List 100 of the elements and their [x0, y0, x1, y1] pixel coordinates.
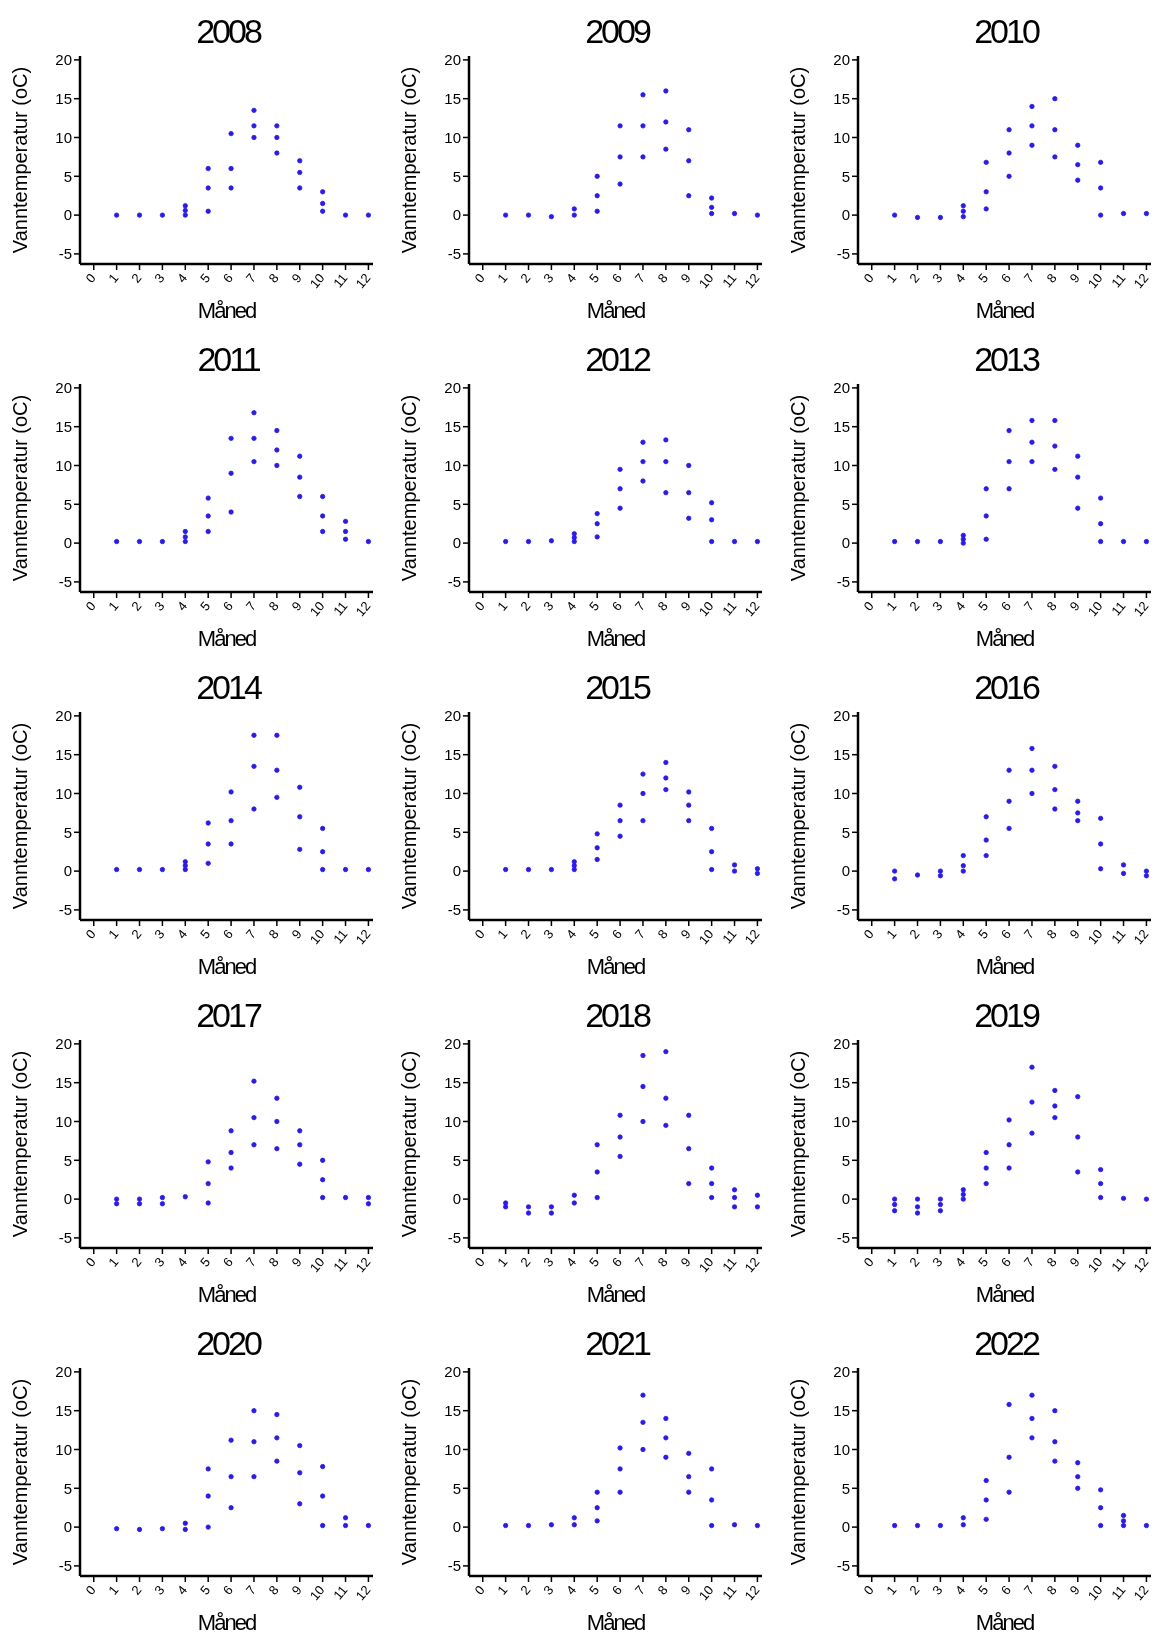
x-tick-label: 5	[585, 270, 603, 286]
x-tick-label: 2	[517, 926, 534, 942]
x-tick-label: 5	[196, 270, 214, 286]
y-tick-label: -5	[58, 1557, 72, 1575]
x-tick-label: 6	[997, 1254, 1015, 1270]
y-tick-label: 15	[444, 746, 461, 764]
x-axis-title: Måned	[197, 1282, 256, 1307]
x-tick-label: 4	[952, 598, 969, 614]
x-tick-label: 7	[242, 598, 259, 614]
x-axis-title: Måned	[197, 298, 256, 323]
x-tick-label: 12	[352, 926, 374, 948]
y-tick-label: 0	[63, 206, 72, 224]
x-tick-label: 2	[128, 270, 145, 286]
x-tick-label: 6	[608, 1582, 626, 1598]
y-tick-label: 20	[55, 1035, 72, 1053]
x-tick-label: 0	[82, 1582, 99, 1598]
x-tick-label: 3	[151, 598, 168, 614]
x-axis-title: Måned	[975, 298, 1034, 323]
x-tick-label: 9	[288, 926, 305, 942]
x-tick-label: 2	[517, 1254, 534, 1270]
y-tick-label: 20	[55, 51, 72, 69]
x-tick-label: 3	[151, 1254, 168, 1270]
y-tick-label: -5	[836, 245, 850, 263]
x-tick-label: 1	[883, 1254, 900, 1270]
x-tick-label: 0	[471, 926, 488, 942]
y-tick-label: 0	[63, 862, 72, 880]
x-tick-label: 0	[82, 270, 99, 286]
y-tick-label: 0	[452, 206, 461, 224]
chart-title: 2011	[196, 340, 261, 379]
x-tick-label: 8	[1043, 1254, 1060, 1270]
x-tick-label: 10	[306, 1254, 328, 1276]
chart-title: 2015	[584, 668, 651, 707]
chart-title: 2008	[195, 12, 262, 51]
x-axis-title: Måned	[975, 626, 1034, 651]
y-tick-label: 10	[833, 1440, 850, 1458]
x-tick-label: 7	[1020, 598, 1037, 614]
chart-title: 2018	[584, 996, 651, 1035]
y-tick-label: -5	[447, 1229, 461, 1247]
y-tick-label: 20	[55, 1363, 72, 1381]
x-tick-label: 10	[1084, 1254, 1106, 1276]
x-tick-label: 10	[306, 598, 328, 620]
x-tick-label: 3	[929, 1582, 946, 1598]
y-tick-label: 15	[444, 90, 461, 108]
x-tick-label: 8	[654, 270, 671, 286]
y-tick-label: 20	[833, 1035, 850, 1053]
x-tick-label: 11	[1108, 598, 1129, 619]
x-axis-title: Måned	[975, 954, 1034, 979]
y-tick-label: 10	[444, 784, 461, 802]
x-tick-label: 0	[860, 926, 877, 942]
x-tick-label: 3	[151, 270, 168, 286]
y-tick-label: 20	[55, 379, 72, 397]
y-tick-label: 10	[55, 1112, 72, 1130]
x-tick-label: 12	[741, 1254, 763, 1276]
x-tick-label: 9	[677, 1254, 694, 1270]
y-axis-title: Vanntemperatur (oC)	[787, 722, 810, 910]
x-tick-label: 1	[105, 1254, 122, 1270]
x-tick-label: 4	[952, 1254, 969, 1270]
y-tick-label: 15	[833, 1074, 850, 1092]
x-tick-label: 2	[906, 1582, 923, 1598]
x-tick-label: 12	[741, 270, 763, 292]
x-tick-label: 6	[997, 926, 1015, 942]
x-tick-label: 5	[585, 1582, 603, 1598]
x-tick-label: 7	[1020, 926, 1037, 942]
x-axis-title: Måned	[197, 1610, 256, 1635]
y-tick-label: 15	[444, 418, 461, 436]
x-tick-label: 10	[1084, 598, 1106, 620]
x-tick-label: 5	[196, 1254, 214, 1270]
x-tick-label: 1	[494, 1254, 511, 1270]
x-tick-label: 12	[1130, 1582, 1152, 1604]
y-tick-label: -5	[58, 1229, 72, 1247]
y-tick-label: -5	[58, 901, 72, 919]
x-tick-label: 2	[128, 598, 145, 614]
x-tick-label: 1	[883, 270, 900, 286]
y-tick-label: 20	[833, 51, 850, 69]
y-tick-label: 5	[452, 167, 461, 185]
x-tick-label: 6	[608, 598, 626, 614]
x-tick-label: 1	[105, 926, 122, 942]
y-tick-label: 15	[833, 1402, 850, 1420]
x-tick-label: 0	[471, 270, 488, 286]
y-tick-label: 0	[841, 534, 850, 552]
y-tick-label: 0	[452, 1518, 461, 1536]
x-tick-label: 7	[631, 1254, 648, 1270]
x-tick-label: 9	[1066, 1254, 1083, 1270]
x-tick-label: 10	[1084, 926, 1106, 948]
y-tick-label: 0	[452, 1190, 461, 1208]
y-tick-label: 5	[63, 823, 72, 841]
x-tick-label: 4	[563, 270, 580, 286]
x-tick-label: 7	[631, 598, 648, 614]
x-axis-title: Måned	[586, 954, 645, 979]
x-tick-label: 1	[494, 598, 511, 614]
x-tick-label: 10	[306, 1582, 328, 1604]
y-tick-label: 15	[55, 746, 72, 764]
y-axis-title: Vanntemperatur (oC)	[398, 394, 421, 582]
x-axis-title: Måned	[197, 626, 256, 651]
y-tick-label: 0	[452, 534, 461, 552]
y-tick-label: -5	[58, 573, 72, 591]
y-tick-label: -5	[836, 1229, 850, 1247]
x-tick-label: 0	[471, 598, 488, 614]
chart-title: 2009	[584, 12, 651, 51]
x-tick-label: 3	[540, 598, 557, 614]
